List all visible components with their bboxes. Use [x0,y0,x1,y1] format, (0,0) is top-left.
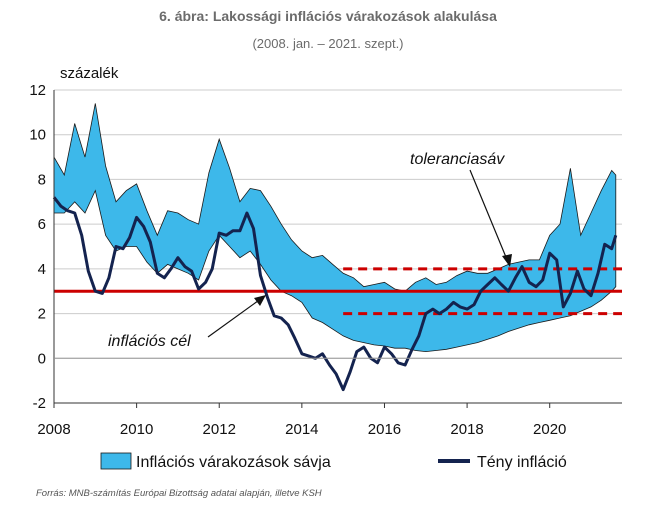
expectations-band-area [53,103,617,353]
y-tick-label: 2 [38,306,46,323]
chart-title: 6. ábra: Lakossági inflációs várakozások… [159,8,497,24]
target-arrowhead [254,295,266,306]
source-note: Forrás: MNB-számítás Európai Bizottság a… [36,488,322,499]
actual-inflation-series [52,196,618,392]
legend-band-label: Inflációs várakozások sávja [136,454,331,471]
x-tick-label: 2012 [203,421,236,438]
x-tick-label: 2018 [450,421,483,438]
tolerance-arrow [469,169,509,263]
actual-inflation-line [52,196,618,392]
tolerance-arrowhead [502,254,512,267]
x-tick-label: 2014 [285,421,318,438]
x-tick-label: 2010 [120,421,153,438]
legend-band-swatch [100,452,132,470]
y-tick-label: 10 [29,127,46,144]
legend: Inflációs várakozások sávja Tény infláci… [100,452,567,471]
axes: -2 0 2 4 6 8 10 12 2008 2010 2012 2014 2016 2018 2020 [29,82,622,438]
y-axis-unit: százalék [60,65,119,82]
y-tick-label: 4 [38,261,46,278]
reference-lines [54,267,622,316]
annotations: toleranciasáv inflációs cél [108,151,512,350]
tolerance-band-label: toleranciasáv [410,151,505,168]
x-tick-label: 2016 [368,421,401,438]
inflation-target-label: inflációs cél [108,333,191,350]
chart-subtitle: (2008. jan. – 2021. szept.) [252,36,404,51]
y-tick-label: -2 [33,395,46,412]
expectations-band [53,103,617,353]
x-tick-label: 2020 [533,421,566,438]
legend-line-label: Tény infláció [477,454,567,471]
y-tick-label: 8 [38,171,46,188]
y-tick-label: 12 [29,82,46,99]
x-tick-label: 2008 [37,421,70,438]
target-arrow [207,297,263,338]
y-tick-label: 0 [38,350,46,367]
y-tick-label: 6 [38,216,46,233]
